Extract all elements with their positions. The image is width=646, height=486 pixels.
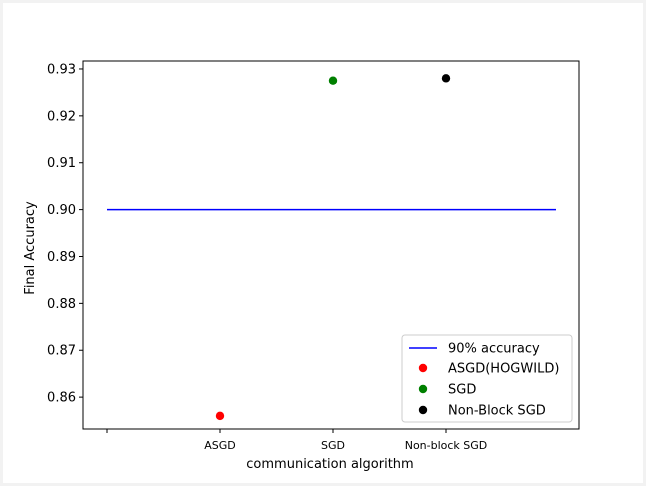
point-non-block-sgd: [441, 74, 451, 83]
legend-label: ASGD(HOGWILD): [448, 362, 559, 377]
plot-area: [82, 60, 580, 430]
y-tick-label: 0.87: [47, 344, 76, 359]
x-axis: ASGD SGD Non-block SGD: [106, 429, 488, 452]
y-tick-label: 0.92: [47, 109, 76, 124]
legend-swatch: [418, 363, 428, 373]
plot-frame: [82, 60, 580, 430]
y-tick-label: 0.89: [47, 250, 76, 265]
y-tick-label: 0.88: [47, 297, 76, 312]
x-axis-label: communication algorithm: [246, 457, 413, 472]
legend-label: SGD: [448, 383, 476, 398]
x-tick-label: ASGD: [204, 439, 236, 452]
point-asgd: [215, 411, 225, 421]
y-axis: 0.86 0.87 0.88 0.89 0.90 0.91 0.92 0.93: [47, 62, 83, 406]
y-tick-label: 0.86: [47, 391, 76, 406]
legend-swatch: [418, 405, 428, 415]
y-tick-label: 0.90: [47, 203, 76, 218]
legend-swatch: [418, 384, 428, 394]
y-tick-label: 0.93: [47, 62, 76, 77]
figure: 0.86 0.87 0.88 0.89 0.90 0.91 0.92 0.93 ASGD SGD…: [3, 3, 643, 483]
y-axis-label: Final Accuracy: [23, 201, 38, 295]
data-marks: [107, 74, 556, 421]
legend-label: 90% accuracy: [448, 342, 540, 357]
x-tick-label: SGD: [321, 439, 345, 452]
legend-label: Non-Block SGD: [448, 404, 546, 419]
legend: 90% accuracy ASGD(HOGWILD) SGD Non-Block SG…: [401, 334, 573, 423]
point-sgd: [328, 76, 338, 85]
x-tick-label: Non-block SGD: [405, 439, 488, 452]
y-tick-label: 0.91: [47, 156, 76, 171]
legend-box: [401, 334, 573, 423]
scatter-chart: 0.86 0.87 0.88 0.89 0.90 0.91 0.92 0.93 ASGD SGD…: [23, 60, 580, 472]
